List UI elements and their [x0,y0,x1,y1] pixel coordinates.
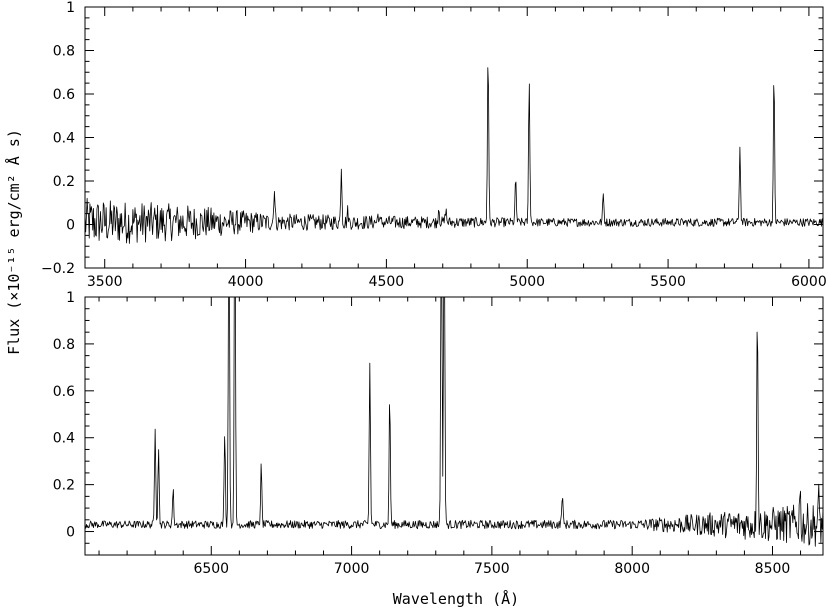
y-tick-label: 0.6 [53,87,75,103]
x-tick-label: 6000 [791,274,827,290]
x-tick-label: 6500 [193,561,229,577]
x-tick-label: 4500 [369,274,405,290]
x-axis-label: Wavelength (Å) [393,589,519,608]
x-tick-label: 7000 [334,561,370,577]
y-tick-label: 0.8 [53,44,75,60]
y-tick-label: −0.2 [41,261,75,277]
top-panel: 3500 4000 4500 5000 5500 6000 −0.2 0 0.2 0.4 0.6 0.… [41,0,827,290]
y-tick-label: 0.6 [53,384,75,400]
x-tick-label: 8000 [614,561,650,577]
y-tick-label: 0.2 [53,478,75,494]
y-tick-label: 0 [66,218,75,234]
x-tick-label: 5000 [509,274,545,290]
y-tick-label: 1 [66,0,75,16]
y-tick-label: 1 [66,290,75,306]
x-tick-label: 3500 [87,274,123,290]
y-axis-label: Flux (×10⁻¹⁵ erg/cm² Å s) [4,129,23,355]
x-tick-label: 8500 [755,561,791,577]
y-tick-label: 0.2 [53,174,75,190]
bottom-panel: 6500 7000 7500 8000 8500 0 0.2 0.4 0.6 0.8 1 [53,290,824,577]
x-tick-label: 5500 [650,274,686,290]
y-tick-label: 0 [66,525,75,541]
y-tick-label: 0.8 [53,337,75,353]
y-tick-label: 0.4 [53,131,75,147]
spectrum-line [85,67,823,244]
y-tick-label: 0.4 [53,431,75,447]
x-tick-label: 7500 [474,561,510,577]
spectrum-line [85,297,823,547]
x-tick-label: 4000 [228,274,264,290]
